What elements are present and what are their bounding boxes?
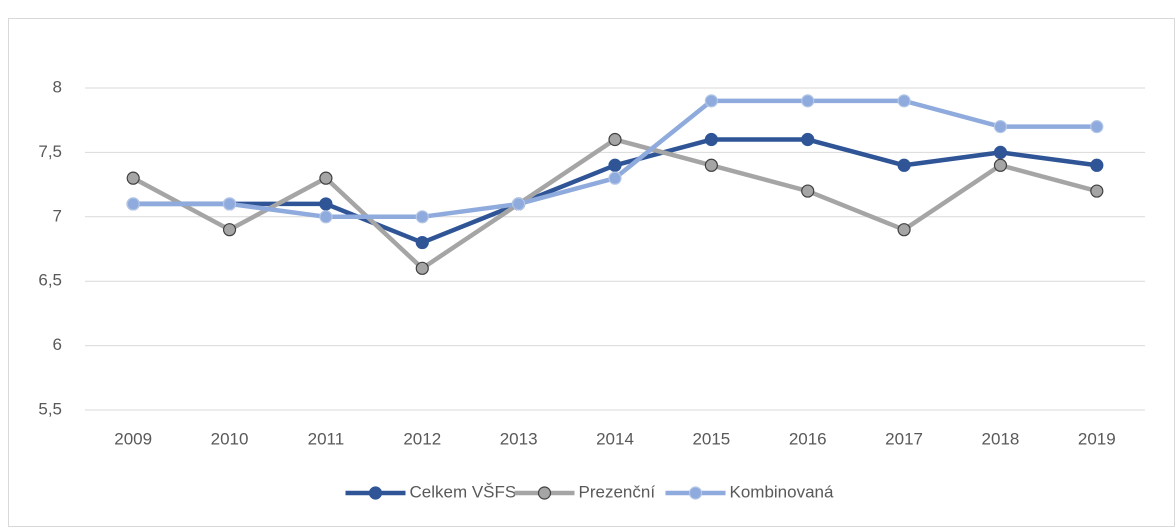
y-tick-label: 8 <box>53 77 62 96</box>
x-tick-label: 2013 <box>500 429 538 448</box>
x-tick-label: 2009 <box>114 429 152 448</box>
point-marker <box>415 235 429 250</box>
x-tick-label: 2016 <box>789 429 827 448</box>
point-marker <box>801 184 815 198</box>
point-marker <box>415 210 429 224</box>
point-marker <box>608 171 622 185</box>
point-marker <box>993 120 1008 134</box>
point-marker <box>897 223 911 237</box>
legend-label: Celkem VŠFS <box>410 482 517 501</box>
chart-frame <box>8 18 1175 527</box>
y-tick-label: 6 <box>53 335 62 354</box>
point-marker <box>126 171 140 185</box>
x-tick-label: 2019 <box>1078 429 1116 448</box>
x-tick-label: 2017 <box>885 429 923 448</box>
legend-marker <box>368 486 383 500</box>
x-tick-label: 2012 <box>403 429 441 448</box>
point-marker <box>1090 120 1104 134</box>
point-marker <box>1090 184 1104 198</box>
point-marker <box>704 94 718 108</box>
point-marker <box>608 158 622 172</box>
point-marker <box>704 158 718 172</box>
point-marker <box>704 132 718 147</box>
legend-label: Kombinovaná <box>730 482 835 501</box>
legend-marker <box>537 486 552 500</box>
point-marker <box>897 158 911 172</box>
x-tick-label: 2014 <box>596 429 634 448</box>
point-marker <box>801 94 815 108</box>
point-marker <box>993 158 1008 172</box>
point-marker <box>993 145 1008 159</box>
point-marker <box>222 197 237 211</box>
y-tick-label: 6,5 <box>38 271 62 290</box>
point-marker <box>608 132 622 147</box>
point-marker <box>319 197 333 211</box>
point-marker <box>126 197 140 211</box>
legend-marker <box>688 486 703 500</box>
y-tick-label: 5,5 <box>38 399 62 418</box>
y-tick-label: 7 <box>53 206 62 225</box>
y-tick-label: 7,5 <box>38 142 62 161</box>
point-marker <box>415 261 429 275</box>
x-tick-label: 2011 <box>308 429 345 448</box>
point-marker <box>1090 158 1104 172</box>
x-tick-label: 2010 <box>211 429 249 448</box>
x-tick-label: 2018 <box>982 429 1020 448</box>
point-marker <box>319 210 333 224</box>
point-marker <box>801 132 815 147</box>
point-marker <box>512 197 526 211</box>
point-marker <box>319 171 333 185</box>
legend-label: Prezenční <box>579 482 656 501</box>
point-marker <box>222 223 237 237</box>
point-marker <box>897 94 911 108</box>
x-tick-label: 2015 <box>692 429 730 448</box>
